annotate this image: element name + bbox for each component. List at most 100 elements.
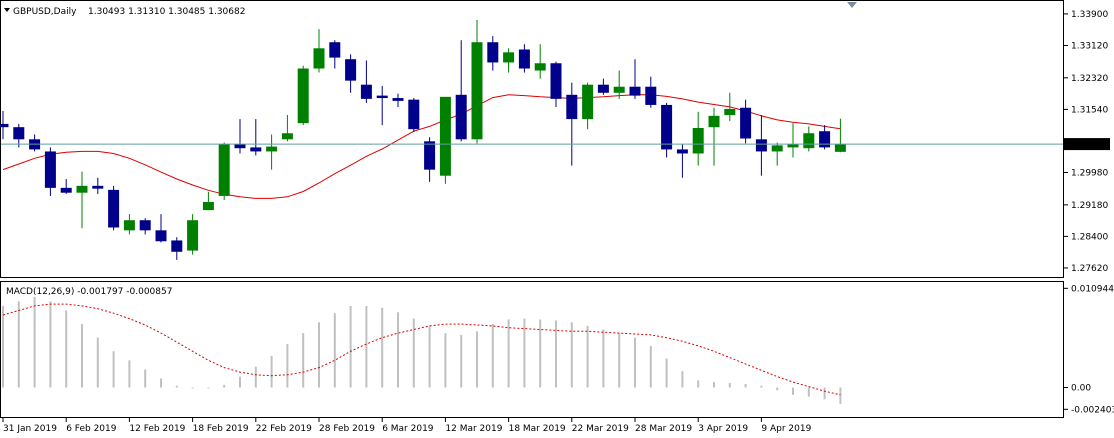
candle[interactable] <box>266 134 278 170</box>
candle[interactable] <box>740 99 752 144</box>
candle-body <box>376 95 388 99</box>
moving-average-layer <box>2 94 841 199</box>
candle[interactable] <box>92 177 104 194</box>
symbol-dropdown-icon[interactable] <box>4 8 10 12</box>
candle[interactable] <box>787 123 799 158</box>
candle[interactable] <box>803 126 815 152</box>
candle[interactable] <box>645 76 657 108</box>
candle[interactable] <box>597 78 609 95</box>
candle[interactable] <box>171 237 183 260</box>
macd-signal-layer <box>2 303 841 396</box>
candle[interactable] <box>13 123 25 148</box>
candle[interactable] <box>518 44 530 73</box>
candle-body <box>692 127 704 154</box>
candle[interactable] <box>503 48 515 73</box>
current-price-tag-label: 1.30682 <box>1069 140 1106 150</box>
price-tick-label: 1.32320 <box>1071 74 1108 84</box>
price-tick-label: 1.33900 <box>1071 10 1108 20</box>
candle[interactable] <box>582 82 594 130</box>
candle[interactable] <box>376 85 388 126</box>
candle-body <box>503 52 515 63</box>
candles-layer[interactable] <box>0 19 846 260</box>
price-pane-frame <box>0 0 1064 278</box>
candle[interactable] <box>471 19 483 144</box>
candle[interactable] <box>202 191 214 211</box>
candle-body <box>108 189 120 228</box>
candle[interactable] <box>708 107 720 166</box>
candle[interactable] <box>123 214 135 235</box>
candle[interactable] <box>424 137 436 182</box>
time-tick-label: 12 Feb 2019 <box>129 424 185 434</box>
candle[interactable] <box>360 60 372 103</box>
price-tick-label: 1.29980 <box>1071 168 1108 178</box>
candle[interactable] <box>218 142 230 200</box>
macd-signal-line <box>2 303 841 396</box>
candle[interactable] <box>60 178 72 194</box>
candle[interactable] <box>613 70 625 99</box>
candle[interactable] <box>692 111 704 166</box>
candle-body <box>629 86 641 96</box>
candle-body <box>171 240 183 252</box>
time-tick-label: 9 Apr 2019 <box>761 424 811 434</box>
macd-axis: 0.010944 0.00 -0.002403 <box>1063 284 1114 415</box>
candle[interactable] <box>313 29 325 73</box>
candle-body <box>329 42 341 58</box>
candle[interactable] <box>76 171 88 229</box>
candle-body <box>408 99 420 130</box>
candle[interactable] <box>155 214 167 243</box>
candle-body <box>676 149 688 154</box>
candle-body <box>803 133 815 149</box>
candle[interactable] <box>439 96 451 184</box>
current-price-tag-bg <box>1064 138 1110 151</box>
candle[interactable] <box>755 115 767 176</box>
candle-body <box>250 147 262 152</box>
chart-shift-marker-icon[interactable] <box>847 2 857 8</box>
candle[interactable] <box>661 102 673 158</box>
candle-body <box>187 220 199 251</box>
candle[interactable] <box>534 44 546 79</box>
candle-body <box>281 133 293 140</box>
candle[interactable] <box>550 61 562 107</box>
candle[interactable] <box>345 54 357 93</box>
candle[interactable] <box>629 59 641 99</box>
candle[interactable] <box>44 147 56 196</box>
candle-body <box>424 141 436 170</box>
candle[interactable] <box>139 218 151 235</box>
time-tick-label: 28 Mar 2019 <box>635 424 692 434</box>
moving-average-line <box>2 94 841 199</box>
candle[interactable] <box>834 118 846 153</box>
candle[interactable] <box>108 185 120 231</box>
candle-body <box>234 144 246 149</box>
candle[interactable] <box>250 119 262 156</box>
candle[interactable] <box>0 110 9 140</box>
time-tick-label: 22 Mar 2019 <box>572 424 629 434</box>
candle-body <box>155 230 167 242</box>
candle[interactable] <box>281 115 293 142</box>
candle[interactable] <box>329 40 341 69</box>
candle[interactable] <box>487 36 499 71</box>
candle[interactable] <box>455 40 467 142</box>
time-tick-label: 31 Jan 2019 <box>3 424 57 434</box>
candle[interactable] <box>187 214 199 255</box>
price-tick-label: 1.29180 <box>1071 201 1108 211</box>
candle[interactable] <box>234 119 246 154</box>
candle[interactable] <box>566 82 578 166</box>
candle-body <box>471 42 483 140</box>
time-tick-label: 18 Mar 2019 <box>509 424 566 434</box>
candle[interactable] <box>408 98 420 133</box>
candle-body <box>724 108 736 116</box>
candle[interactable] <box>676 144 688 178</box>
candle[interactable] <box>297 65 309 126</box>
candle-body <box>44 151 56 188</box>
candle[interactable] <box>724 92 736 122</box>
candle[interactable] <box>819 125 831 150</box>
time-tick-label: 3 Apr 2019 <box>698 424 748 434</box>
price-axis: 1.33900 1.33120 1.32320 1.31540 1.29980 1.291… <box>1063 10 1110 274</box>
candle-body <box>708 115 720 128</box>
time-tick-label: 28 Feb 2019 <box>319 424 375 434</box>
candle-body <box>360 84 372 99</box>
candle-body <box>518 49 530 69</box>
candle[interactable] <box>771 142 783 166</box>
time-tick-label: 12 Mar 2019 <box>445 424 502 434</box>
candle[interactable] <box>392 93 404 107</box>
